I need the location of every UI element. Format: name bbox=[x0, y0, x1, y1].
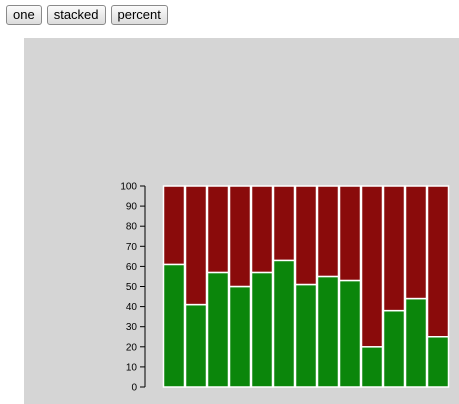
bar-segment-bottom bbox=[162, 263, 186, 388]
percent-button[interactable]: percent bbox=[110, 5, 168, 25]
bar-segment-top bbox=[382, 185, 406, 312]
y-tick-label: 10 bbox=[126, 362, 138, 373]
y-tick-label: 70 bbox=[126, 242, 138, 253]
bar-segment-bottom bbox=[228, 285, 252, 388]
y-tick-label: 20 bbox=[126, 342, 138, 353]
y-tick-label: 0 bbox=[131, 383, 137, 394]
chart-mode-toolbar: one stacked percent bbox=[6, 5, 168, 25]
bar-segment-top bbox=[426, 185, 450, 338]
y-tick-label: 30 bbox=[126, 322, 138, 333]
bar-segment-top bbox=[250, 185, 274, 274]
bar-segment-bottom bbox=[272, 259, 296, 388]
stacked-bar-chart: 0 10 20 30 40 50 60 70 80 90 100 bbox=[120, 182, 450, 394]
y-tick-label: 100 bbox=[120, 182, 137, 193]
bar-segment-top bbox=[206, 185, 230, 274]
y-tick-label: 50 bbox=[126, 282, 138, 293]
bar-segment-top bbox=[162, 185, 186, 266]
y-tick-label: 60 bbox=[126, 262, 138, 273]
one-button[interactable]: one bbox=[6, 5, 42, 25]
bar-segment-bottom bbox=[294, 283, 318, 388]
bar-segment-top bbox=[228, 185, 252, 288]
bar-segment-bottom bbox=[206, 271, 230, 388]
stacked-button[interactable]: stacked bbox=[46, 5, 106, 25]
bar-segment-bottom bbox=[338, 279, 362, 388]
bar-segment-bottom bbox=[250, 271, 274, 388]
bar-segment-top bbox=[316, 185, 340, 278]
bar-segment-top bbox=[404, 185, 428, 300]
bar-segment-top bbox=[360, 185, 384, 348]
y-tick-label: 80 bbox=[126, 222, 138, 233]
bar-segment-top bbox=[272, 185, 296, 262]
y-tick-label: 40 bbox=[126, 302, 138, 313]
bar-segment-top bbox=[294, 185, 318, 286]
bar-segment-top bbox=[184, 185, 208, 306]
chart-panel: 0 10 20 30 40 50 60 70 80 90 100 bbox=[24, 38, 459, 404]
bar-segment-bottom bbox=[404, 297, 428, 388]
bar-segment-bottom bbox=[184, 303, 208, 388]
bar-segment-bottom bbox=[316, 275, 340, 388]
bar-segment-top bbox=[338, 185, 362, 282]
y-tick-label: 90 bbox=[126, 202, 138, 213]
bar-segment-bottom bbox=[426, 336, 450, 388]
bar-segment-bottom bbox=[360, 346, 384, 388]
bar-segment-bottom bbox=[382, 309, 406, 388]
